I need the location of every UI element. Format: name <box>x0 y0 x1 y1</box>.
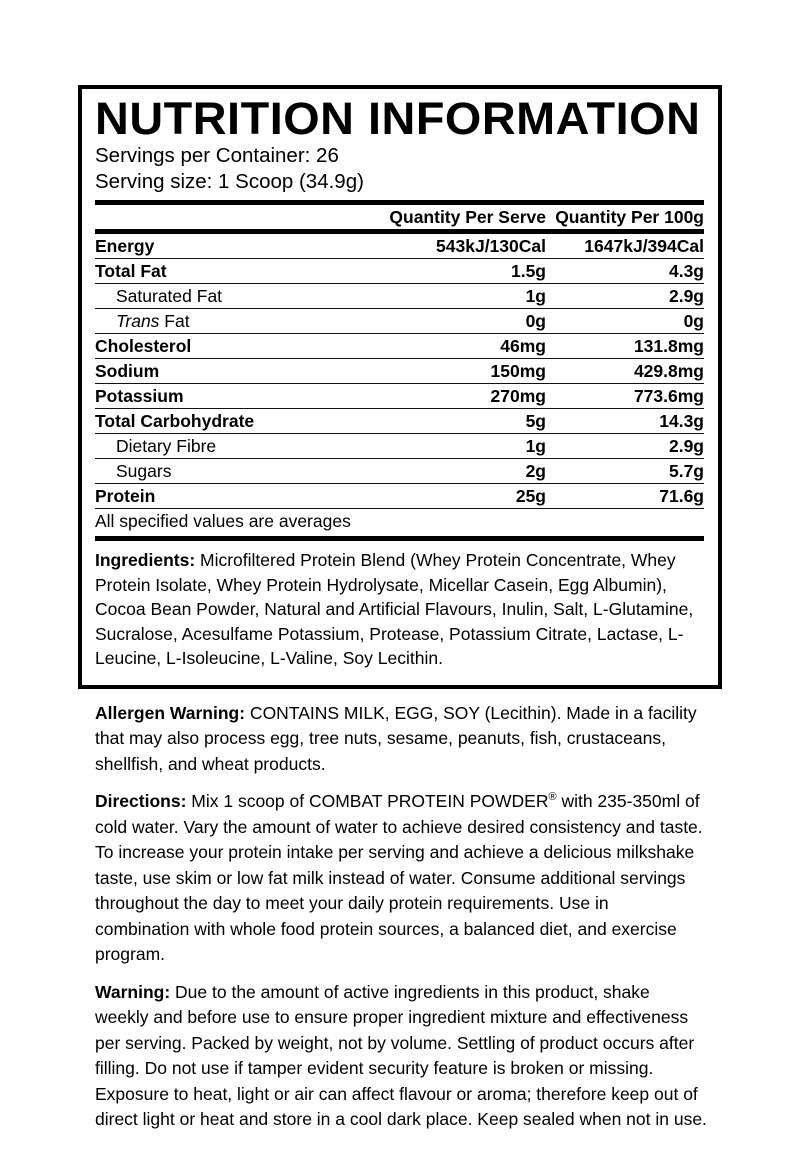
nutrient-label-text: Sugars <box>116 460 172 481</box>
ingredients-text: Microfiltered Protein Blend (Whey Protei… <box>95 550 694 668</box>
servings-per-container: Servings per Container: 26 <box>95 144 339 167</box>
nutrient-row-sodium: Sodium 150mg 429.8mg <box>95 359 704 384</box>
value-per-serve: 1g <box>525 435 546 456</box>
directions-label: Directions: <box>95 791 187 811</box>
nutrient-label-text: Potassium <box>95 385 184 406</box>
warning-label: Warning: <box>95 981 171 1002</box>
nutrient-row-potassium: Potassium 270mg 773.6mg <box>95 384 704 409</box>
nutrient-label-text: Energy <box>95 235 155 256</box>
averages-footnote: All specified values are averages <box>95 511 351 531</box>
value-per-100g: 2.9g <box>668 435 704 456</box>
value-per-100g: 4.3g <box>668 260 704 281</box>
header-quantity-per-serve: Quantity Per Serve <box>389 207 546 227</box>
ingredients-label: Ingredients: <box>95 550 196 570</box>
value-per-serve: 2g <box>525 460 546 481</box>
directions-paragraph: Directions: Mix 1 scoop of COMBAT PROTEI… <box>95 789 707 968</box>
allergen-warning-label: Allergen Warning: <box>95 702 246 723</box>
nutrient-row-sugars: Sugars 2g 5.7g <box>95 459 704 484</box>
value-per-serve: 150mg <box>490 360 546 381</box>
nutrient-row-total-carbohydrate: Total Carbohydrate 5g 14.3g <box>95 409 704 434</box>
value-per-serve: 1.5g <box>510 260 546 281</box>
nutrient-label-text: Protein <box>95 485 156 506</box>
nutrient-row-total-fat: Total Fat 1.5g 4.3g <box>95 259 704 284</box>
allergen-warning-text: CONTAINS MILK, EGG, SOY (Lecithin). Made… <box>95 702 697 774</box>
directions-text-after: with 235-350ml of cold water. Vary the a… <box>95 791 703 964</box>
separator-thick <box>95 536 704 541</box>
value-per-serve: 46mg <box>500 335 546 356</box>
value-per-serve: 270mg <box>490 385 546 406</box>
value-per-serve: 5g <box>525 410 546 431</box>
value-per-100g: 429.8mg <box>633 360 704 381</box>
nutrient-label: Saturated Fat <box>95 286 376 307</box>
nutrient-label-text: Total Carbohydrate <box>95 410 255 431</box>
value-per-100g: 14.3g <box>659 410 704 431</box>
nutrient-label-italic: Trans <box>116 310 160 331</box>
panel-title: NUTRITION INFORMATION <box>95 93 701 144</box>
value-per-100g: 2.9g <box>668 285 704 306</box>
nutrient-label: Total Fat <box>95 261 376 282</box>
nutrient-row-dietary-fibre: Dietary Fibre 1g 2.9g <box>95 434 704 459</box>
serving-size: Serving size: 1 Scoop (34.9g) <box>95 170 364 193</box>
nutrient-label-text: Sodium <box>95 360 160 381</box>
nutrient-label: Dietary Fibre <box>95 436 376 457</box>
value-per-100g: 5.7g <box>668 460 704 481</box>
info-sections: Allergen Warning: CONTAINS MILK, EGG, SO… <box>95 701 707 1133</box>
value-per-100g: 773.6mg <box>633 385 704 406</box>
nutrient-label: Cholesterol <box>95 336 376 357</box>
value-per-100g: 71.6g <box>659 485 704 506</box>
nutrient-row-saturated-fat: Saturated Fat 1g 2.9g <box>95 284 704 309</box>
value-per-serve: 543kJ/130Cal <box>436 235 546 256</box>
directions-text-before: Mix 1 scoop of COMBAT PROTEIN POWDER <box>186 791 549 811</box>
registered-trademark-symbol: ® <box>548 791 557 804</box>
nutrient-label: Potassium <box>95 386 376 407</box>
nutrient-row-trans-fat: Trans Fat 0g 0g <box>95 309 704 334</box>
nutrient-label: Trans Fat <box>95 311 376 332</box>
separator-thick <box>95 229 704 234</box>
nutrition-panel: NUTRITION INFORMATION Servings per Conta… <box>78 85 722 689</box>
value-per-serve: 1g <box>525 285 546 306</box>
table-header-row: Quantity Per Serve Quantity Per 100g <box>95 205 704 229</box>
nutrient-label-text: Cholesterol <box>95 335 192 356</box>
nutrient-label-text: Dietary Fibre <box>116 435 217 456</box>
nutrient-label: Protein <box>95 486 376 507</box>
nutrient-row-energy: Energy 543kJ/130Cal 1647kJ/394Cal <box>95 234 704 259</box>
value-per-100g: 1647kJ/394Cal <box>584 235 704 256</box>
allergen-warning-paragraph: Allergen Warning: CONTAINS MILK, EGG, SO… <box>95 701 707 778</box>
nutrient-label-text: Saturated Fat <box>116 285 223 306</box>
nutrient-label-text: Fat <box>159 310 190 331</box>
nutrient-row-cholesterol: Cholesterol 46mg 131.8mg <box>95 334 704 359</box>
nutrient-label: Sugars <box>95 461 376 482</box>
nutrient-row-protein: Protein 25g 71.6g <box>95 484 704 509</box>
warning-paragraph: Warning: Due to the amount of active ing… <box>95 980 707 1133</box>
nutrient-label-text: Total Fat <box>95 260 167 281</box>
nutrient-label: Energy <box>95 236 376 257</box>
value-per-serve: 0g <box>525 310 546 331</box>
value-per-100g: 131.8mg <box>633 335 704 356</box>
nutrient-label: Total Carbohydrate <box>95 411 376 432</box>
header-quantity-per-100g: Quantity Per 100g <box>555 207 704 227</box>
value-per-serve: 25g <box>515 485 546 506</box>
value-per-100g: 0g <box>683 310 704 331</box>
warning-text: Due to the amount of active ingredients … <box>95 981 707 1130</box>
nutrient-label: Sodium <box>95 361 376 382</box>
separator-thick <box>95 200 704 205</box>
ingredients-paragraph: Ingredients: Microfiltered Protein Blend… <box>95 548 704 671</box>
